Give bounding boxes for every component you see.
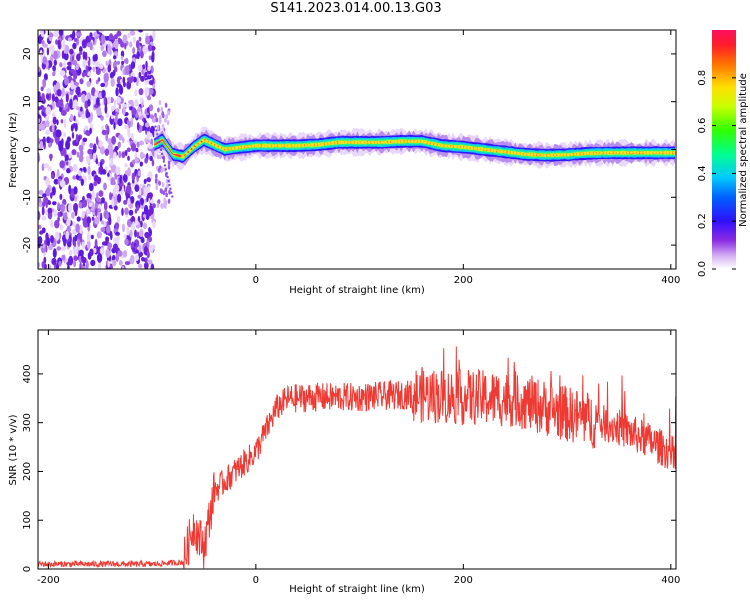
snr-y-tick-label: 0 [22, 566, 33, 572]
heatmap-x-tick-label: 400 [661, 275, 680, 286]
noise-speckle [38, 30, 171, 269]
heatmap-y-tick-label: 10 [22, 95, 33, 108]
heatmap-x-tick-label: -200 [37, 275, 60, 286]
colorbar-label: Normalized spectral amplitude [738, 73, 749, 227]
ridge-dots [181, 139, 676, 158]
colorbar-tick-label: 0.6 [697, 118, 708, 134]
colorbar-tick-label: 0.8 [697, 70, 708, 86]
snr-x-tick-label: 200 [454, 575, 473, 586]
colorbar-tick-label: 0.4 [697, 165, 708, 181]
heatmap-y-axis-label: Frequency (Hz) [8, 112, 19, 188]
heatmap-y-tick-label: -20 [22, 237, 33, 253]
snr-y-tick-label: 300 [22, 413, 33, 432]
snr-y-tick-label: 200 [22, 462, 33, 481]
transition-streak [154, 125, 174, 199]
snr-y-tick-label: 400 [22, 364, 33, 383]
heatmap-x-axis-label: Height of straight line (km) [289, 285, 425, 296]
chart-title: S141.2023.014.00.13.G03 [270, 1, 442, 16]
heatmap-y-tick-label: 20 [22, 48, 33, 61]
spectrogram-plot: -200 0 200 400 -20 -10 0 10 20 Height of straig… [8, 29, 680, 296]
snr-x-tick-label: 400 [661, 575, 680, 586]
colorbar-tick-label: 0.2 [697, 213, 708, 229]
heatmap-y-tick-label: 0 [22, 146, 33, 152]
snr-x-tick-label: 0 [253, 575, 259, 586]
snr-x-axis-label: Height of straight line (km) [289, 584, 425, 595]
snr-series-line [38, 346, 676, 569]
snr-y-axis-label: SNR (10 * v/v) [8, 414, 19, 485]
snr-x-tick-label: -200 [37, 575, 60, 586]
heatmap-y-tick-label: -10 [22, 189, 33, 205]
heatmap-x-tick-label: 0 [253, 275, 259, 286]
snr-plot: -200 0 200 400 0 100 200 300 400 Height of stra… [8, 329, 680, 595]
colorbar: 0.0 0.2 0.4 0.6 0.8 Normalized spectral ampl… [697, 30, 749, 277]
snr-y-tick-label: 100 [22, 511, 33, 530]
colorbar-tick-label: 0.0 [697, 261, 708, 277]
heatmap-x-tick-label: 200 [454, 275, 473, 286]
